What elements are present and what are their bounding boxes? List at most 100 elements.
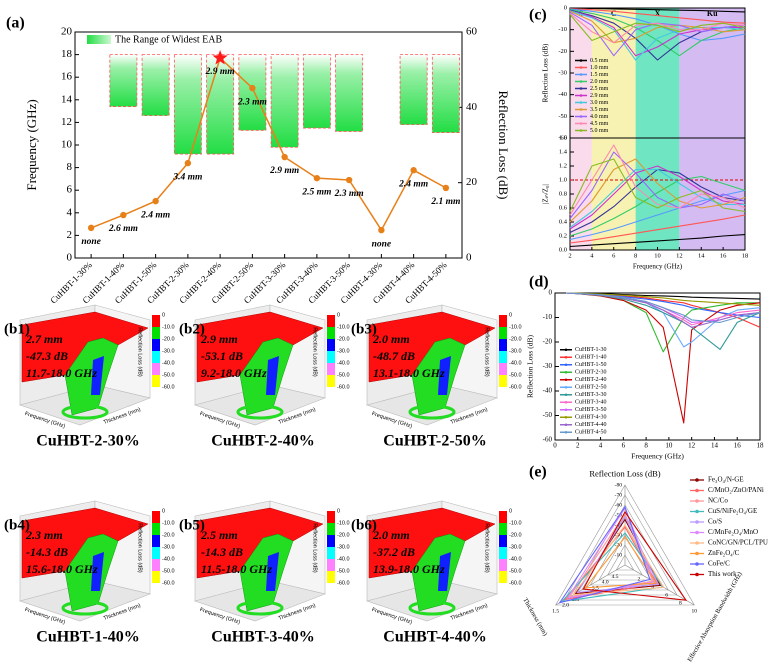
radar-grid bbox=[607, 544, 643, 576]
colorbar-label: -60.0 bbox=[509, 580, 522, 586]
legend-marker bbox=[579, 94, 583, 97]
legend-label: 5.0 mm bbox=[590, 128, 609, 134]
panel-label: (b3) bbox=[351, 321, 377, 337]
legend-marker bbox=[564, 363, 568, 367]
band-label: C bbox=[611, 9, 617, 18]
x-tick-label: 10 bbox=[654, 252, 661, 259]
legend-label: CoFe/C bbox=[708, 560, 730, 568]
legend-label: 1.0 mm bbox=[590, 65, 609, 71]
legend-label: 0.5 mm bbox=[590, 58, 609, 64]
rl-line bbox=[90, 56, 447, 232]
legend-marker bbox=[564, 393, 568, 397]
colorbar-segment bbox=[499, 315, 507, 327]
eab-range-bar bbox=[173, 54, 202, 155]
z-axis-label: Reflection Loss (dB) bbox=[137, 327, 143, 377]
floor-contour bbox=[408, 600, 456, 616]
x-tick-label: 12 bbox=[676, 252, 683, 259]
y-tick-label: 0.8 bbox=[559, 190, 567, 197]
y-tick-label: 8 bbox=[67, 161, 73, 173]
x-tick-label: 12 bbox=[688, 442, 696, 450]
surface-mid bbox=[64, 533, 119, 612]
colorbar-segment bbox=[499, 559, 507, 571]
surface-mid bbox=[64, 337, 119, 416]
point-marker bbox=[281, 153, 288, 161]
eab-range-bar bbox=[270, 54, 299, 148]
radar-grid bbox=[615, 554, 635, 571]
legend-label: 2.5 mm bbox=[590, 86, 609, 92]
series-line bbox=[569, 214, 746, 244]
radar-tick-label: -50 bbox=[615, 512, 623, 518]
y-tick-label: 6 bbox=[67, 184, 73, 196]
legend-label: CuHBT-3-40 bbox=[575, 400, 606, 406]
y-tick-label: 1.6 bbox=[559, 134, 568, 141]
y-tick-label: 0 bbox=[549, 289, 553, 297]
floor-contour bbox=[236, 404, 284, 420]
legend-label: 1.5 mm bbox=[590, 72, 609, 78]
radar-axis-label: Reflection Loss (dB) bbox=[589, 469, 660, 479]
floor-contour bbox=[61, 404, 109, 420]
colorbar-label: 0 bbox=[509, 312, 512, 318]
colorbar-label: -20.0 bbox=[162, 336, 175, 342]
annotation: 15.6-18.0 GHz bbox=[26, 562, 98, 576]
colorbar-label: -40.0 bbox=[337, 556, 350, 562]
x-tick-label: 16 bbox=[734, 442, 742, 450]
x-tick-label: 8 bbox=[644, 442, 648, 450]
colorbar-label: -20.0 bbox=[162, 532, 175, 538]
annotation: 2.7 mm bbox=[25, 332, 63, 346]
star-marker bbox=[212, 50, 228, 65]
y2-tick-label: 20 bbox=[466, 176, 478, 188]
colorbar-segment bbox=[152, 547, 160, 559]
y-tick-label: -10 bbox=[558, 26, 567, 33]
legend-label: CuHBT-3-30 bbox=[575, 392, 606, 398]
panel-title: CuHBT-4-40% bbox=[383, 629, 486, 646]
legend-marker bbox=[564, 430, 568, 434]
radar-tick-label: 4 bbox=[651, 584, 654, 590]
annotation: -53.1 dB bbox=[201, 349, 243, 363]
y2-tick-label: 0 bbox=[466, 252, 472, 264]
eab-range-bar bbox=[238, 54, 267, 131]
point-marker bbox=[87, 224, 95, 232]
annotation: 9.2-18.0 GHz bbox=[201, 366, 267, 380]
annotation: 11.7-18.0 GHz bbox=[26, 366, 97, 380]
point-label: 3.4 mm bbox=[172, 172, 202, 182]
colorbar-segment bbox=[327, 315, 335, 327]
point-label: 2.3 mm bbox=[334, 189, 364, 199]
radar-grid bbox=[563, 494, 687, 601]
y-tick-label: 20 bbox=[61, 26, 73, 38]
colorbar-segment bbox=[327, 351, 335, 363]
series-line bbox=[569, 175, 746, 237]
radar-grid bbox=[598, 534, 652, 581]
surface-mid bbox=[411, 337, 466, 416]
band-label: Ku bbox=[707, 9, 718, 18]
y-tick-label: 4 bbox=[67, 206, 73, 218]
colorbar-segment bbox=[327, 571, 335, 583]
colorbar-label: -10.0 bbox=[337, 324, 350, 330]
point-marker bbox=[249, 84, 256, 92]
legend-marker bbox=[579, 66, 583, 69]
colorbar-segment bbox=[327, 523, 335, 535]
annotation: 2.0 mm bbox=[372, 332, 410, 346]
legend-label: ZnFe₂O₄/C bbox=[708, 549, 740, 557]
legend-marker bbox=[695, 499, 699, 503]
legend-label: CuHBT-1-30 bbox=[575, 347, 606, 353]
series-line bbox=[569, 144, 746, 216]
colorbar-label: -30.0 bbox=[162, 544, 175, 550]
colorbar-label: -60.0 bbox=[337, 580, 350, 586]
y-tick-label: -60 bbox=[543, 436, 553, 444]
radar-tick-label: -70 bbox=[615, 492, 623, 498]
colorbar-label: -30.0 bbox=[337, 348, 350, 354]
colorbar-label: -60.0 bbox=[509, 384, 522, 390]
annotation: 2.5 mm bbox=[200, 528, 238, 542]
x-tick-label: 2 bbox=[568, 252, 571, 259]
panel-label: (a) bbox=[6, 15, 25, 32]
series-line bbox=[566, 292, 761, 306]
series-line bbox=[569, 10, 746, 61]
colorbar-segment bbox=[499, 363, 507, 375]
colorbar-label: 0 bbox=[337, 508, 340, 514]
colorbar-segment bbox=[327, 363, 335, 375]
legend-marker bbox=[695, 572, 699, 577]
colorbar-label: -20.0 bbox=[509, 532, 522, 538]
legend-marker bbox=[695, 509, 699, 514]
radar-axis-label: Effective Absorption Bandwidth (GHz) bbox=[686, 571, 743, 663]
colorbar-label: -60.0 bbox=[162, 384, 175, 390]
